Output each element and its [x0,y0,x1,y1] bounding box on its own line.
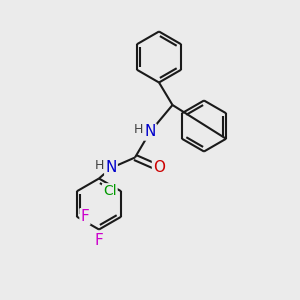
Text: H: H [134,123,143,136]
Text: H: H [95,159,104,172]
Text: Cl: Cl [103,184,117,198]
Text: O: O [153,160,165,175]
Text: F: F [94,233,103,248]
Text: N: N [105,160,117,175]
Text: F: F [80,209,89,224]
Text: N: N [144,124,156,140]
